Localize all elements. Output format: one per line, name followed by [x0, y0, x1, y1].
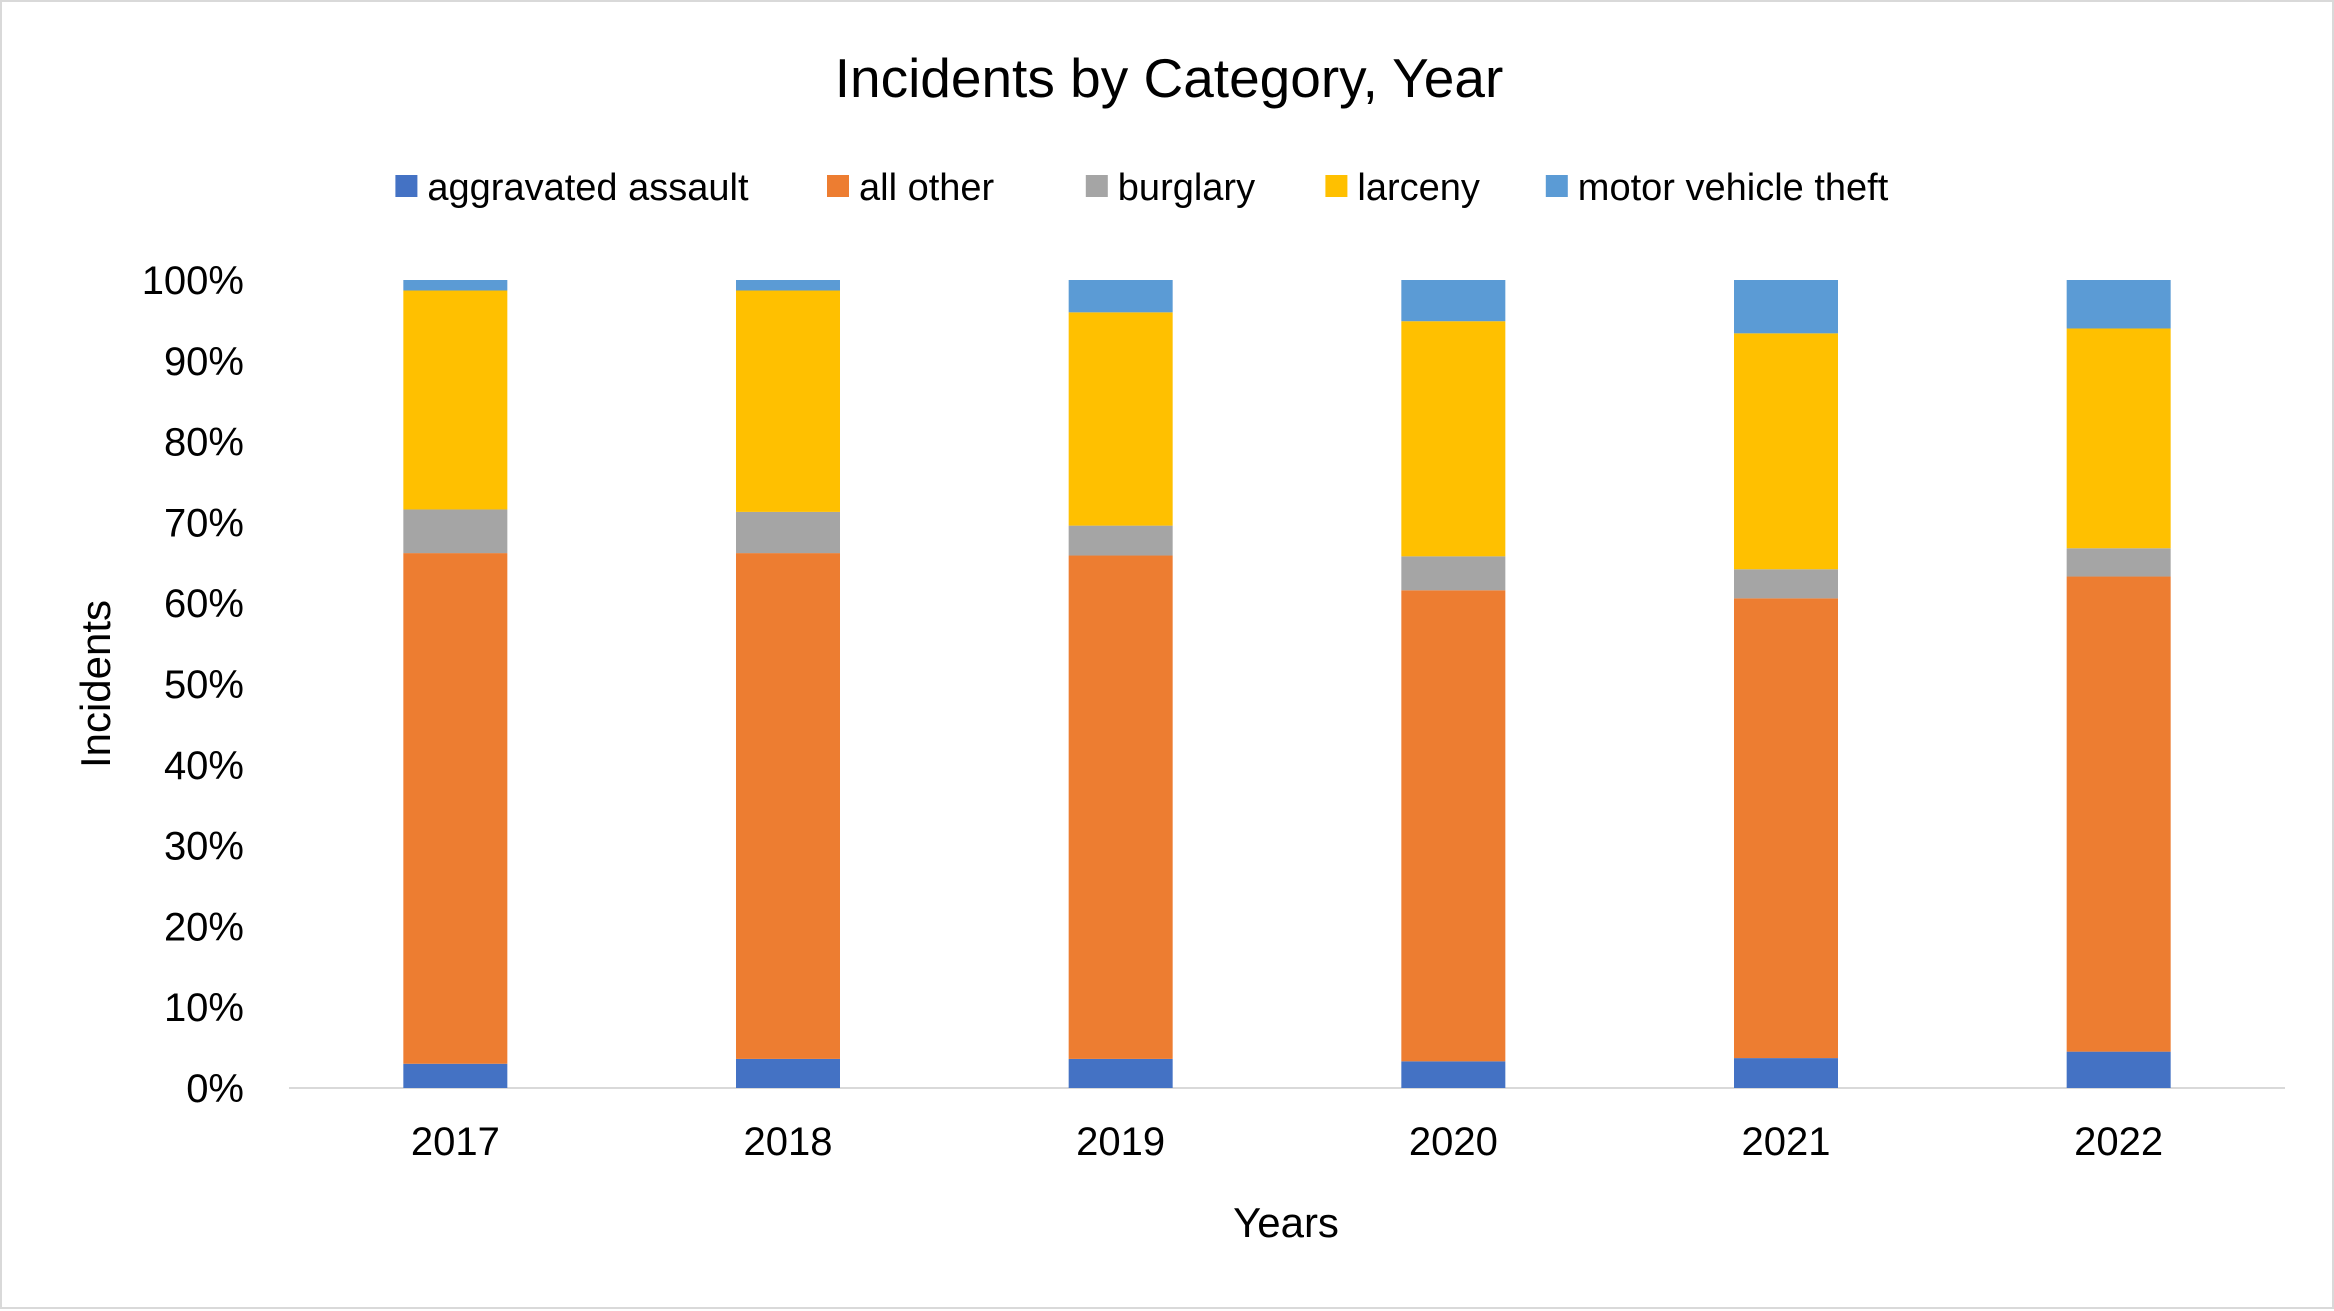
bars	[403, 280, 2171, 1088]
x-tick-label: 2019	[1076, 1120, 1165, 1164]
bar-segment-burglary-2020	[1401, 556, 1506, 591]
legend-label: aggravated assault	[427, 167, 749, 209]
bar-segment-larceny-2021	[1734, 333, 1838, 570]
x-tick-label: 2021	[1742, 1120, 1831, 1164]
chart-title: Incidents by Category, Year	[835, 47, 1504, 109]
x-axis: 2017 2018 2019 2020 2021 2022	[411, 1120, 2163, 1164]
bar-segment-larceny-2019	[1068, 312, 1173, 526]
bar-segment-burglary-2018	[736, 511, 840, 554]
bar-segment-larceny-2017	[403, 290, 508, 510]
bar-segment-aggravated-assault-2022	[2066, 1051, 2171, 1088]
x-tick-label: 2017	[411, 1120, 500, 1164]
legend-swatch	[395, 175, 418, 197]
legend: aggravated assault all other burglary larce…	[395, 167, 1889, 209]
legend-item-aggravated-assault: aggravated assault	[395, 167, 749, 209]
legend-item-larceny: larceny	[1325, 167, 1480, 209]
bar-segment-all-other-2018	[736, 553, 840, 1059]
bar-segment-motor-vehicle-theft-2018	[736, 280, 840, 291]
y-tick-label: 30%	[164, 825, 244, 869]
y-tick-label: 90%	[164, 340, 244, 384]
bar-segment-motor-vehicle-theft-2022	[2066, 280, 2171, 329]
y-tick-label: 80%	[164, 421, 244, 465]
x-tick-label: 2018	[744, 1120, 833, 1164]
bar-segment-aggravated-assault-2021	[1734, 1058, 1838, 1088]
bar-segment-larceny-2018	[736, 290, 840, 512]
y-tick-label: 0%	[186, 1067, 244, 1111]
y-axis: 0% 10% 20% 30% 40% 50% 60% 70% 80% 90% 100%	[142, 259, 244, 1111]
y-tick-label: 70%	[164, 501, 244, 545]
bar-segment-aggravated-assault-2019	[1068, 1058, 1173, 1088]
y-tick-label: 40%	[164, 744, 244, 788]
legend-label: burglary	[1118, 167, 1255, 209]
y-tick-label: 20%	[164, 905, 244, 949]
y-axis-title: Incidents	[72, 600, 119, 768]
legend-swatch	[1085, 175, 1108, 197]
bar-segment-aggravated-assault-2020	[1401, 1061, 1506, 1088]
legend-swatch	[1325, 175, 1348, 197]
legend-item-all-other: all other	[827, 167, 995, 209]
y-tick-label: 10%	[164, 986, 244, 1030]
bar-segment-all-other-2017	[403, 553, 508, 1064]
bar-segment-all-other-2019	[1068, 555, 1173, 1059]
bar-segment-burglary-2022	[2066, 548, 2171, 577]
legend-item-burglary: burglary	[1085, 167, 1255, 209]
legend-label: motor vehicle theft	[1578, 167, 1889, 209]
bar-segment-larceny-2020	[1401, 321, 1506, 557]
y-tick-label: 100%	[142, 259, 244, 303]
x-tick-label: 2020	[1409, 1120, 1498, 1164]
bar-segment-burglary-2017	[403, 509, 508, 554]
legend-label: larceny	[1357, 167, 1480, 209]
x-tick-label: 2022	[2074, 1120, 2163, 1164]
bar-segment-aggravated-assault-2017	[403, 1063, 508, 1088]
legend-label: all other	[859, 167, 995, 209]
x-axis-title: Years	[1233, 1199, 1339, 1246]
bar-segment-motor-vehicle-theft-2020	[1401, 280, 1506, 322]
bar-segment-larceny-2022	[2066, 328, 2171, 549]
bar-segment-burglary-2021	[1734, 569, 1838, 599]
bar-segment-motor-vehicle-theft-2021	[1734, 280, 1838, 334]
y-tick-label: 50%	[164, 663, 244, 707]
legend-swatch	[827, 175, 849, 197]
bar-segment-motor-vehicle-theft-2017	[403, 280, 508, 291]
bar-segment-motor-vehicle-theft-2019	[1068, 280, 1173, 313]
legend-item-motor-vehicle-theft: motor vehicle theft	[1545, 167, 1889, 209]
bar-segment-all-other-2021	[1734, 598, 1838, 1059]
bar-segment-burglary-2019	[1068, 525, 1173, 556]
legend-swatch	[1545, 175, 1568, 197]
bar-segment-aggravated-assault-2018	[736, 1058, 840, 1088]
bar-segment-all-other-2020	[1401, 590, 1506, 1062]
y-tick-label: 60%	[164, 582, 244, 626]
bar-segment-all-other-2022	[2066, 576, 2171, 1052]
